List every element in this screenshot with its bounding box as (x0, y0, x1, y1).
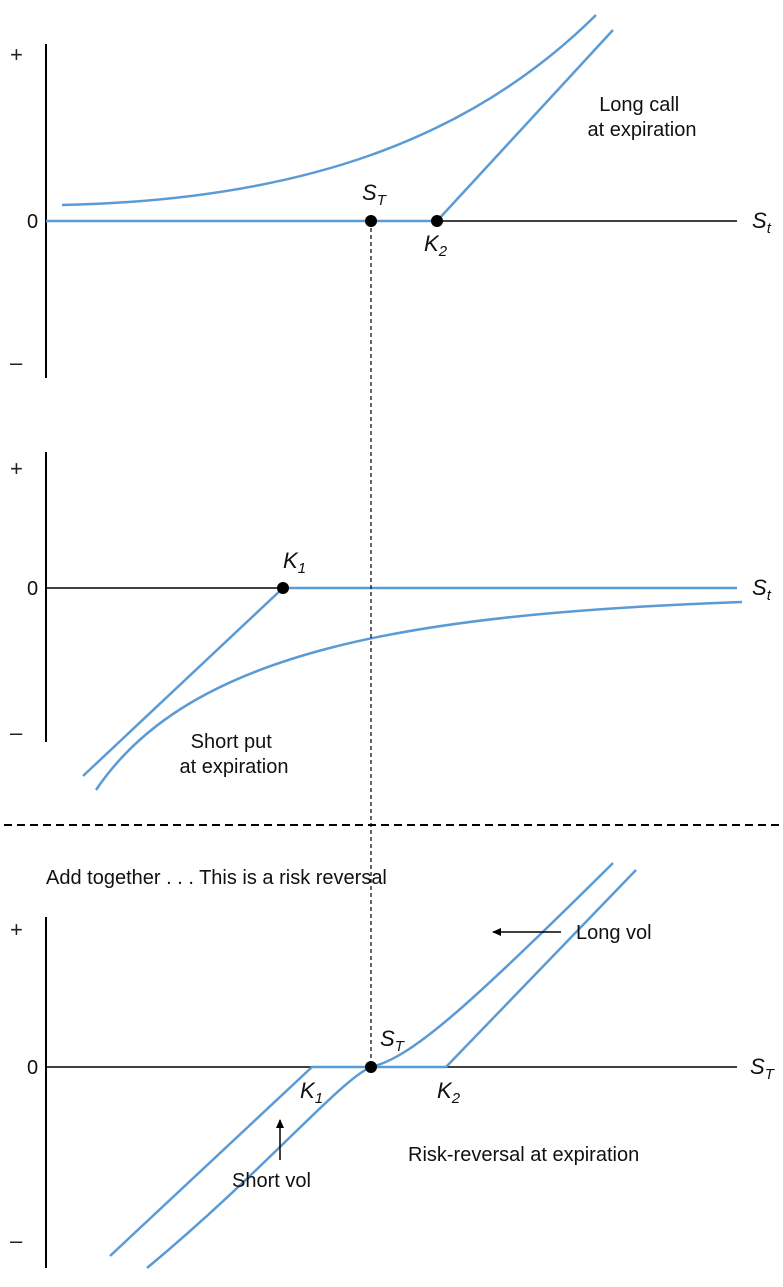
plus-sign-bottom: + (10, 917, 23, 942)
minus-sign-middle: – (10, 720, 23, 745)
point-K1-label-bottom: K1 (300, 1078, 323, 1107)
minus-sign-bottom: – (10, 1228, 23, 1253)
point-K2-top (431, 215, 443, 227)
panel-long-call: + 0 – ST K2 St Long call at expiration (10, 14, 772, 378)
plus-sign-top: + (10, 42, 23, 67)
point-ST-label-bottom: ST (380, 1026, 406, 1055)
x-axis-label-middle: St (752, 575, 772, 604)
rr-value-curve (146, 862, 614, 1269)
point-K2-label-bottom: K2 (437, 1078, 461, 1107)
long-vol-label: Long vol (576, 922, 652, 944)
panel-risk-reversal: + 0 – ST K1 K2 ST Long vol Short vol Ris… (10, 862, 776, 1269)
short-put-caption: Short put at expiration (180, 731, 289, 778)
call-payoff-kinked (436, 29, 614, 222)
rr-payoff-upper-leg (445, 869, 637, 1068)
put-value-curve (94, 600, 743, 791)
long-call-caption: Long call at expiration (588, 94, 697, 141)
point-K1-label-middle: K1 (283, 548, 306, 577)
rr-payoff-lower-leg (109, 1066, 313, 1257)
x-axis-label-bottom: ST (750, 1054, 776, 1083)
short-vol-label: Short vol (232, 1170, 311, 1192)
plus-sign-middle: + (10, 456, 23, 481)
risk-reversal-caption: Risk-reversal at expiration (408, 1144, 639, 1166)
summary-text: Add together . . . This is a risk revers… (46, 867, 387, 889)
point-K2-label-top: K2 (424, 231, 448, 260)
point-K1-middle (277, 582, 289, 594)
panel-short-put: + 0 – K1 St Short put at expiration (10, 452, 772, 791)
x-axis-label-top: St (752, 208, 772, 237)
call-value-curve (61, 14, 597, 207)
point-ST-bottom (365, 1061, 377, 1073)
minus-sign-top: – (10, 350, 23, 375)
zero-label-middle: 0 (27, 578, 38, 600)
zero-label-top: 0 (27, 211, 38, 233)
point-ST-label-top: ST (362, 180, 388, 209)
zero-label-bottom: 0 (27, 1057, 38, 1079)
put-payoff-kinked (82, 587, 284, 777)
